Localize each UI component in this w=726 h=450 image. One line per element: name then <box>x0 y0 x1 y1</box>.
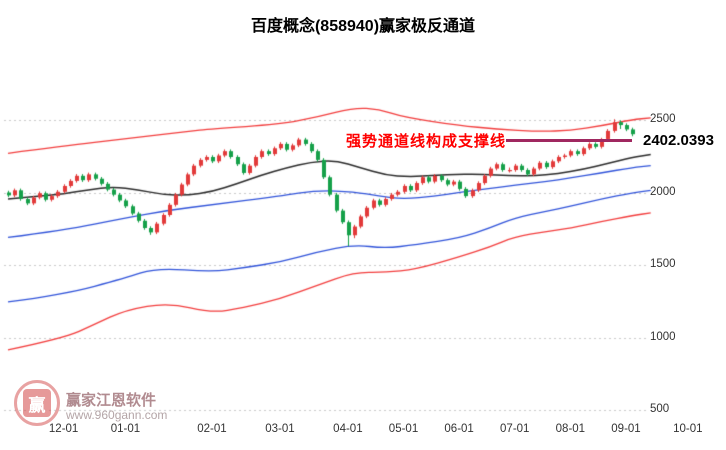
x-axis-label: 05-01 <box>388 423 419 435</box>
y-axis-label: 2000 <box>650 185 676 198</box>
support-annotation-line <box>506 139 632 142</box>
x-axis-label: 08-01 <box>555 423 586 435</box>
x-axis-label: 07-01 <box>500 423 530 435</box>
x-axis-label: 02-01 <box>197 423 227 435</box>
support-annotation-label: 强势通道线构成支撑线 <box>346 133 507 150</box>
y-axis-label: 1000 <box>650 330 676 343</box>
chart-title: 百度概念(858940)赢家极反通道 <box>250 18 476 35</box>
brand-logo-icon: 赢 <box>14 380 60 426</box>
x-axis-label: 06-01 <box>444 423 474 435</box>
x-axis-label: 12-01 <box>48 423 79 435</box>
x-axis-label: 04-01 <box>333 423 363 435</box>
y-axis-label: 2500 <box>650 113 676 125</box>
y-axis-label: 1500 <box>650 258 676 270</box>
y-axis-label: 500 <box>650 403 670 415</box>
x-axis-label: 10-01 <box>673 423 703 435</box>
watermark-brand: 赢家江恩软件 <box>66 392 157 409</box>
x-axis-label: 01-01 <box>110 423 141 435</box>
last-price-label: 2402.0393 <box>643 132 714 149</box>
x-axis-label: 03-01 <box>265 423 295 435</box>
watermark-url: www.960gann.com <box>66 408 168 422</box>
x-axis-label: 09-01 <box>611 423 641 435</box>
brand-logo-char: 赢 <box>23 389 51 417</box>
